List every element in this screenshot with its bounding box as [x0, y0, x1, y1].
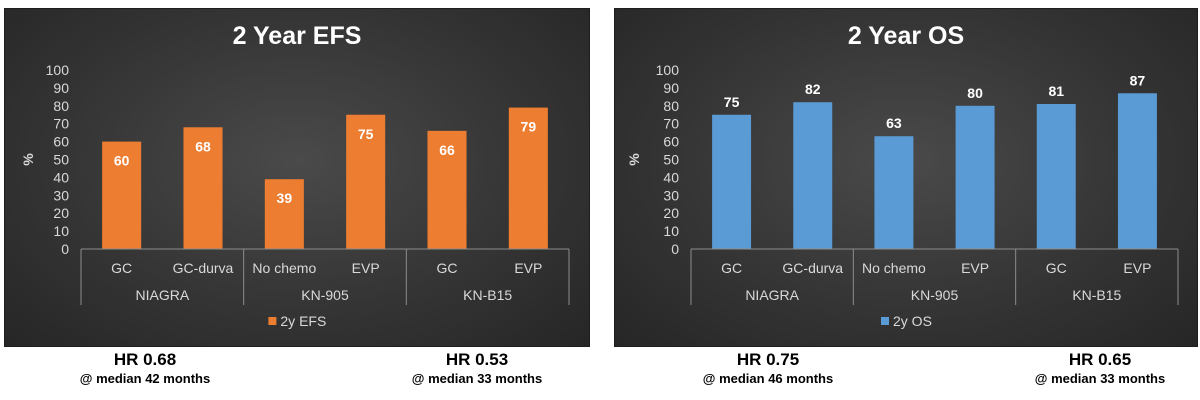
x-tick-label: GC: [437, 260, 458, 276]
bar-5: [427, 130, 467, 249]
x-tick-label: EVP: [514, 260, 542, 276]
x-group-label: KN-B15: [463, 287, 512, 303]
hr-followup: @ median 46 months: [702, 371, 834, 386]
y-tick-label: 100: [656, 62, 680, 78]
bar-1: [712, 114, 752, 249]
bar-4: [346, 114, 386, 249]
y-tick-label: 50: [663, 152, 679, 168]
x-group-label: NIAGRA: [135, 287, 189, 303]
y-tick-label: 90: [663, 80, 679, 96]
y-tick-label: 70: [663, 116, 679, 132]
bar-3: [264, 179, 304, 249]
hr-os-knb15: HR 0.65 @ median 33 months: [980, 350, 1200, 388]
hr-value: HR 0.68: [113, 350, 177, 369]
x-tick-label: No chemo: [862, 260, 926, 276]
data-label: 81: [1048, 83, 1064, 99]
data-label: 82: [805, 81, 821, 97]
legend-swatch: [881, 317, 889, 325]
hr-followup: @ median 33 months: [411, 371, 543, 386]
data-label: 87: [1130, 72, 1146, 88]
data-label: 75: [358, 126, 374, 142]
y-axis-label: %: [20, 153, 36, 166]
y-tick-label: 0: [671, 241, 679, 257]
bar-5: [1036, 104, 1076, 249]
x-group-label: KN-905: [301, 287, 349, 303]
y-tick-label: 50: [53, 152, 69, 168]
legend-label: 2y OS: [893, 313, 932, 329]
data-label: 66: [439, 142, 455, 158]
y-tick-label: 60: [663, 134, 679, 150]
y-tick-label: 10: [663, 223, 679, 239]
data-label: 63: [886, 115, 902, 131]
hr-followup: @ median 33 months: [1034, 371, 1166, 386]
hr-value: HR 0.53: [445, 350, 509, 369]
x-tick-label: GC: [111, 260, 132, 276]
bar-4: [955, 105, 995, 249]
bar-2: [183, 127, 223, 249]
bar-3: [874, 136, 914, 249]
hr-efs-knb15: HR 0.53 @ median 33 months: [357, 350, 597, 388]
data-label: 60: [114, 153, 130, 169]
y-tick-label: 90: [53, 80, 69, 96]
y-tick-label: 40: [53, 169, 69, 185]
data-label: 80: [967, 85, 983, 101]
data-label: 68: [195, 138, 211, 154]
legend-swatch: [268, 317, 277, 325]
y-tick-label: 100: [46, 62, 70, 78]
hr-os-niagra: HR 0.75 @ median 46 months: [648, 350, 888, 388]
data-label: 39: [277, 190, 293, 206]
x-group-label: KN-B15: [1072, 287, 1121, 303]
y-tick-label: 30: [53, 187, 69, 203]
y-tick-label: 20: [663, 205, 679, 221]
y-tick-label: 30: [663, 187, 679, 203]
bar-6: [508, 107, 548, 249]
efs-chart-panel: 2 Year EFS% 0 10 20 30 40 50 60 70 80 90 100 60 68 39 7…: [4, 8, 590, 347]
x-tick-label: GC-durva: [782, 260, 843, 276]
y-tick-label: 70: [53, 116, 69, 132]
x-tick-label: GC: [721, 260, 742, 276]
bar-1: [102, 141, 142, 249]
x-tick-label: GC: [1046, 260, 1067, 276]
data-label: 75: [724, 94, 740, 110]
bar-6: [1117, 93, 1157, 250]
hr-efs-niagra: HR 0.68 @ median 42 months: [25, 350, 265, 388]
y-tick-label: 80: [53, 98, 69, 114]
x-group-label: NIAGRA: [745, 287, 799, 303]
y-tick-label: 10: [53, 223, 69, 239]
x-tick-label: EVP: [1123, 260, 1151, 276]
legend-label: 2y EFS: [280, 313, 326, 329]
y-tick-label: 40: [663, 169, 679, 185]
y-axis-label: %: [626, 153, 642, 166]
bar-2: [793, 102, 833, 249]
y-tick-label: 60: [53, 134, 69, 150]
x-tick-label: No chemo: [252, 260, 316, 276]
x-group-label: KN-905: [911, 287, 959, 303]
y-tick-label: 20: [53, 205, 69, 221]
y-tick-label: 80: [663, 98, 679, 114]
x-tick-label: EVP: [961, 260, 989, 276]
chart-title: 2 Year OS: [848, 22, 964, 50]
x-tick-label: EVP: [352, 260, 380, 276]
hr-value: HR 0.75: [736, 350, 800, 369]
data-label: 79: [521, 119, 537, 135]
os-chart-panel: 2 Year OS% 0 10 20 30 40 50 60 70 80 90 100 75 82 63 80…: [614, 8, 1198, 347]
hr-value: HR 0.65: [1068, 350, 1132, 369]
y-tick-label: 0: [61, 241, 69, 257]
x-tick-label: GC-durva: [173, 260, 234, 276]
hr-followup: @ median 42 months: [79, 371, 211, 386]
chart-title: 2 Year EFS: [233, 22, 362, 50]
